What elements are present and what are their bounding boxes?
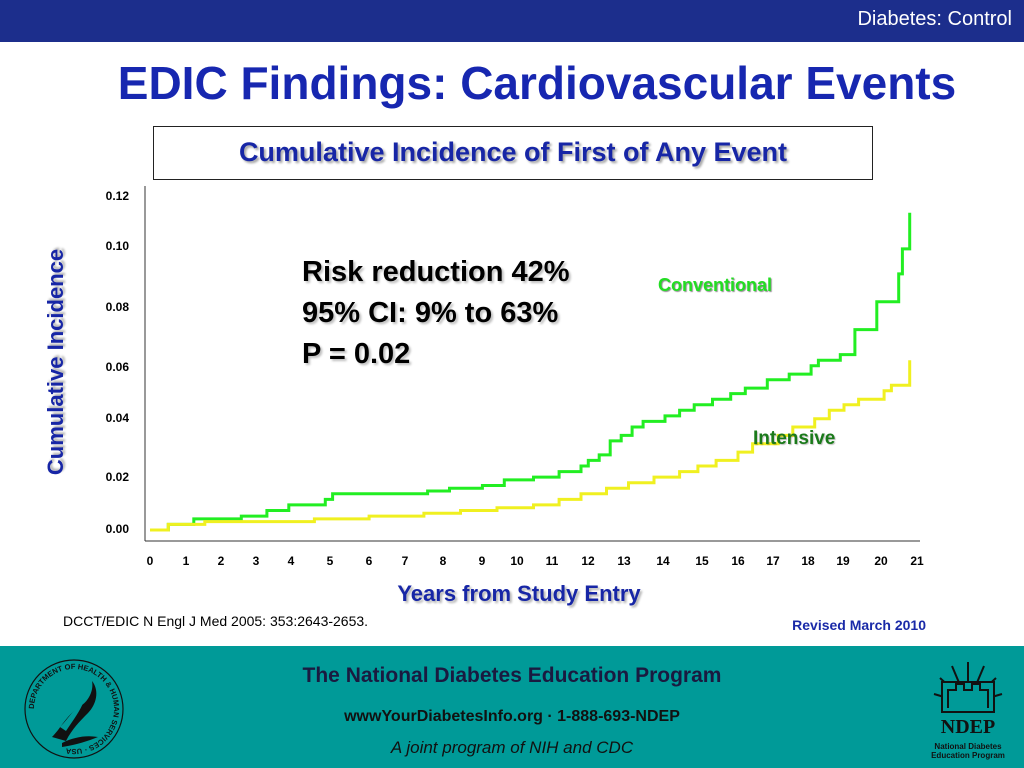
y-tick-label: 0.10 xyxy=(106,239,130,253)
x-tick-label: 5 xyxy=(327,554,334,568)
x-tick-label: 10 xyxy=(510,554,524,568)
section-label: Diabetes: Control xyxy=(857,8,1012,30)
series-line-intensive xyxy=(150,360,912,532)
footer-joint-program: A joint program of NIH and CDC xyxy=(390,738,634,757)
y-tick-labels: 0.00 0.02 0.04 0.06 0.08 0.10 0.12 xyxy=(106,189,130,536)
chart-title-box: Cumulative Incidence of First of Any Eve… xyxy=(153,126,873,180)
top-bar: Diabetes: Control xyxy=(0,0,1024,42)
x-tick-label: 17 xyxy=(766,554,780,568)
series-label-intensive: Intensive xyxy=(753,428,836,449)
y-tick-label: 0.06 xyxy=(106,360,130,374)
ndep-logo-subtitle: National Diabetes Education Program xyxy=(931,742,1005,760)
x-tick-label: 12 xyxy=(581,554,595,568)
x-tick-label: 9 xyxy=(479,554,486,568)
x-tick-label: 8 xyxy=(440,554,447,568)
series-label-conventional: Conventional xyxy=(658,275,773,295)
x-tick-label: 3 xyxy=(253,554,260,568)
chart-title: Cumulative Incidence of First of Any Eve… xyxy=(238,137,788,167)
stat-p-value: P = 0.02 xyxy=(302,338,411,370)
footer-band: DEPARTMENT OF HEALTH & HUMAN SERVICES · … xyxy=(0,646,1024,768)
footer-title: The National Diabetes Education Program xyxy=(302,664,722,687)
chart-axes xyxy=(144,186,920,542)
citation: DCCT/EDIC N Engl J Med 2005: 353:2643-26… xyxy=(63,613,369,629)
x-tick-label: 1 xyxy=(183,554,190,568)
x-tick-label: 20 xyxy=(874,554,888,568)
x-tick-label: 13 xyxy=(617,554,631,568)
x-tick-label: 6 xyxy=(366,554,373,568)
hhs-seal-icon: DEPARTMENT OF HEALTH & HUMAN SERVICES · … xyxy=(24,659,124,759)
ndep-logo: NDEP National Diabetes Education Program xyxy=(928,654,1008,760)
stat-risk-reduction: Risk reduction 42% xyxy=(302,256,570,288)
x-tick-label: 19 xyxy=(836,554,850,568)
y-tick-label: 0.12 xyxy=(106,189,130,203)
x-tick-label: 14 xyxy=(656,554,670,568)
x-tick-label: 16 xyxy=(731,554,745,568)
ndep-logo-text: NDEP xyxy=(940,716,996,738)
x-tick-label: 15 xyxy=(695,554,709,568)
x-tick-label: 0 xyxy=(147,554,154,568)
x-axis-label: Years from Study Entry xyxy=(397,581,641,606)
y-tick-label: 0.02 xyxy=(106,470,130,484)
y-tick-label: 0.00 xyxy=(106,522,130,536)
footer-contact[interactable]: wwwYourDiabetesInfo.org · 1-888-693-NDEP xyxy=(344,708,680,725)
x-tick-label: 4 xyxy=(288,554,295,568)
x-tick-labels: 0 1 2 3 4 5 6 7 8 9 10 11 12 13 14 15 16 17 18 19 20 21 xyxy=(147,554,924,568)
x-tick-label: 11 xyxy=(546,554,559,568)
x-tick-label: 21 xyxy=(910,554,924,568)
y-tick-label: 0.04 xyxy=(106,411,130,425)
stat-confidence-interval: 95% CI: 9% to 63% xyxy=(302,297,559,329)
series-lines xyxy=(150,212,912,532)
x-tick-label: 7 xyxy=(402,554,409,568)
sunburst-icon xyxy=(933,662,1003,713)
x-tick-label: 18 xyxy=(801,554,815,568)
slide-title: EDIC Findings: Cardiovascular Events xyxy=(117,57,957,109)
y-tick-label: 0.08 xyxy=(106,300,130,314)
series-line-conventional xyxy=(150,212,912,532)
revised-date: Revised March 2010 xyxy=(792,617,926,633)
y-axis-label: Cumulative Incidence xyxy=(43,248,68,476)
x-tick-label: 2 xyxy=(218,554,225,568)
